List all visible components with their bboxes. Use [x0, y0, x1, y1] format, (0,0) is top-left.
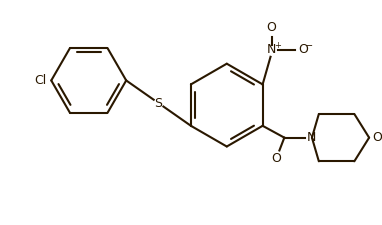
Text: O: O — [298, 43, 308, 56]
Text: S: S — [155, 97, 163, 110]
Text: +: + — [274, 41, 281, 50]
Text: N: N — [307, 131, 317, 144]
Text: O: O — [372, 131, 382, 144]
Text: N: N — [267, 43, 276, 56]
Text: −: − — [305, 41, 313, 51]
Text: O: O — [272, 152, 282, 165]
Text: Cl: Cl — [34, 74, 46, 87]
Text: O: O — [267, 21, 277, 34]
